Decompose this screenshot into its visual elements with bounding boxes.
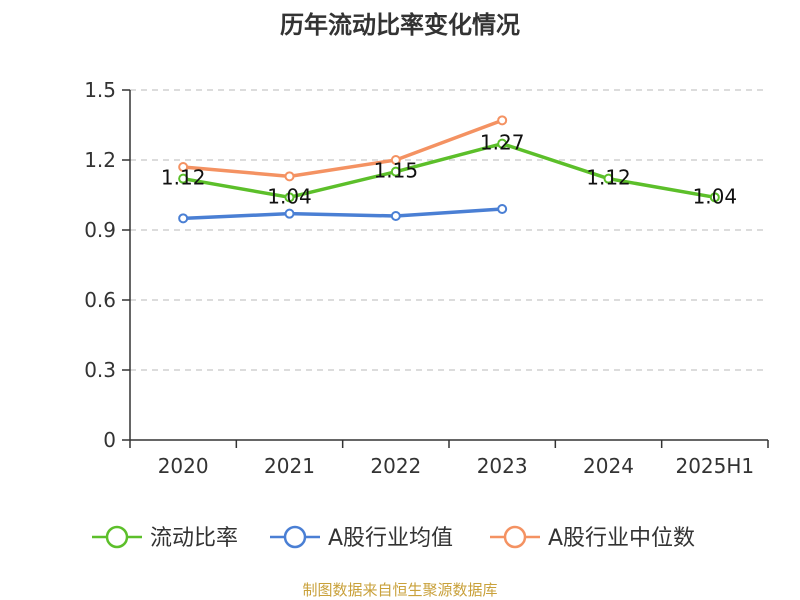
- legend-marker-icon: [105, 525, 129, 549]
- data-point[interactable]: [603, 173, 614, 184]
- legend-item-0[interactable]: 流动比率: [92, 525, 238, 551]
- data-point[interactable]: [178, 213, 189, 224]
- series-layer: [178, 115, 720, 224]
- legend-item-2[interactable]: A股行业中位数: [490, 525, 695, 551]
- legend-marker-icon: [283, 525, 307, 549]
- data-point[interactable]: [284, 171, 295, 182]
- data-label: 1.04: [693, 184, 738, 208]
- legend-label: A股行业均值: [328, 526, 453, 551]
- data-label: 1.15: [374, 159, 419, 183]
- series-0: [178, 138, 720, 203]
- data-point[interactable]: [497, 115, 508, 126]
- data-point[interactable]: [497, 138, 508, 149]
- data-label: 1.12: [586, 166, 631, 190]
- data-point[interactable]: [284, 208, 295, 219]
- series-line: [182, 141, 716, 200]
- data-point[interactable]: [178, 173, 189, 184]
- data-label: 1.04: [267, 184, 312, 208]
- series-2: [178, 115, 508, 182]
- legend[interactable]: 流动比率 A股行业均值 A股行业中位数: [92, 525, 695, 551]
- x-tick-label: 2024: [583, 454, 634, 478]
- data-point[interactable]: [390, 155, 401, 165]
- y-tick-label: 1.2: [84, 148, 116, 172]
- data-point[interactable]: [284, 192, 295, 203]
- data-point[interactable]: [497, 204, 508, 214]
- series-line: [183, 207, 503, 221]
- y-tick-label: 0.3: [84, 358, 116, 382]
- y-tick-label: 0.6: [84, 288, 116, 312]
- y-tick-label: 1.5: [84, 78, 116, 102]
- data-point[interactable]: [709, 192, 720, 203]
- x-tick-label: 2023: [477, 454, 528, 478]
- data-point[interactable]: [390, 211, 401, 221]
- y-tick-label: 0.9: [84, 218, 116, 242]
- legend-label: A股行业中位数: [548, 526, 695, 551]
- source-note: 制图数据来自恒生聚源数据库: [302, 581, 497, 599]
- x-tick-label: 2022: [370, 454, 421, 478]
- y-tick-label: 0: [103, 428, 116, 452]
- series-line: [183, 118, 503, 179]
- series-1: [178, 204, 508, 224]
- chart-title: 历年流动比率变化情况: [280, 11, 520, 39]
- data-point[interactable]: [390, 166, 401, 177]
- data-label: 1.27: [480, 131, 525, 155]
- grid-lines: [130, 89, 768, 371]
- x-tick-label: 2020: [158, 454, 209, 478]
- legend-marker-icon: [503, 525, 527, 549]
- x-tick-label: 2025H1: [675, 454, 754, 478]
- legend-label: 流动比率: [150, 526, 238, 551]
- legend-item-1[interactable]: A股行业均值: [270, 525, 453, 551]
- data-label: 1.12: [161, 166, 206, 190]
- axes: 0 0.3 0.6 0.9 1.2 1.5 2020 2021 2022 2023 2024 2025…: [84, 78, 769, 478]
- x-tick-label: 2021: [264, 454, 315, 478]
- data-point[interactable]: [178, 162, 189, 172]
- data-labels: 1.12 1.04 1.15 1.27 1.12 1.04: [161, 131, 737, 209]
